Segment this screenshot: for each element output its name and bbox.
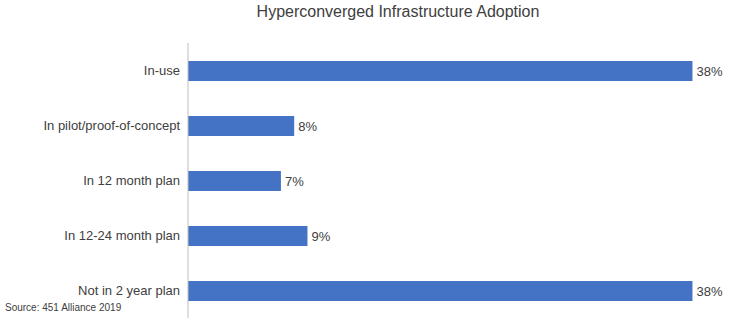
html-text:Hyperconverged Infrastructure: Hyperconverged Infrastructure Adoption [256, 3, 540, 20]
svg-text:9%: 9% [311, 229, 330, 244]
svg-text:38%: 38% [696, 284, 722, 299]
svg-text:In 12 month plan: In 12 month plan [83, 173, 180, 188]
svg-text:In pilot/proof-of-concept: In pilot/proof-of-concept [43, 118, 180, 133]
svg-text:8%: 8% [298, 119, 317, 134]
svg-text:Not in 2 year plan: Not in 2 year plan [78, 283, 180, 298]
svg-text:38%: 38% [696, 64, 722, 79]
svg-text:In-use: In-use [144, 63, 180, 78]
svg-text:7%: 7% [285, 174, 304, 189]
html-text:Source: 451 Alliance 2019: Source: 451 Alliance 2019 [5, 302, 122, 313]
svg-text:In 12-24 month plan: In 12-24 month plan [64, 228, 180, 243]
